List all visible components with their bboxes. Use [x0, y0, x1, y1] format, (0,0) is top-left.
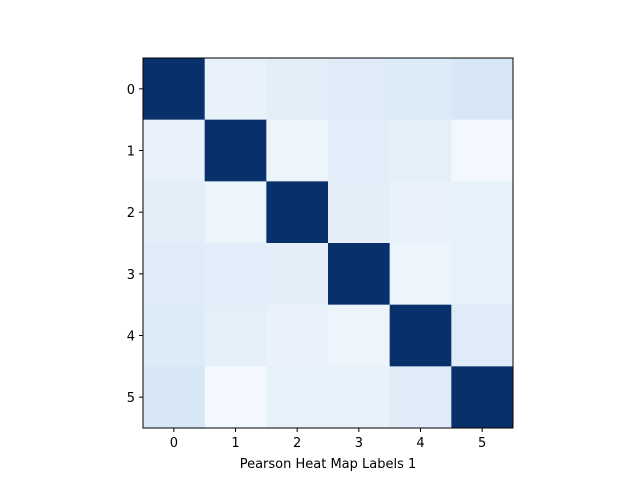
heatmap-cell-5-4 — [389, 366, 452, 429]
heatmap-cell-4-3 — [328, 304, 391, 367]
heatmap-cell-3-3 — [328, 243, 391, 306]
y-tick-label-0: 0 — [127, 83, 135, 98]
x-tick-label-4: 4 — [416, 436, 424, 451]
heatmap-cell-5-0 — [143, 366, 206, 429]
heatmap-cell-1-2 — [266, 119, 329, 182]
heatmap-cell-5-2 — [266, 366, 329, 429]
y-tick-label-1: 1 — [127, 145, 135, 160]
y-ticks: 0 1 2 3 4 5 — [127, 83, 143, 406]
x-tick-label-0: 0 — [170, 436, 178, 451]
heatmap-cell-3-2 — [266, 243, 329, 306]
heatmap-cell-4-4 — [389, 304, 452, 367]
x-ticks: 0 1 2 3 4 5 — [170, 428, 486, 451]
heatmap-cells — [143, 58, 514, 429]
heatmap-cell-4-5 — [451, 304, 514, 367]
heatmap-cell-2-5 — [451, 181, 514, 244]
heatmap-cell-3-1 — [204, 243, 267, 306]
heatmap-cell-1-5 — [451, 119, 514, 182]
heatmap-cell-2-3 — [328, 181, 391, 244]
y-tick-label-5: 5 — [127, 391, 135, 406]
heatmap-cell-5-3 — [328, 366, 391, 429]
y-tick-label-3: 3 — [127, 268, 135, 283]
axes-frame — [142, 57, 514, 429]
heatmap-cell-1-3 — [328, 119, 391, 182]
heatmap-cell-4-0 — [143, 304, 206, 367]
heatmap-cell-5-1 — [204, 366, 267, 429]
heatmap-cell-2-0 — [143, 181, 206, 244]
heatmap-cell-3-5 — [451, 243, 514, 306]
heatmap-cell-5-5 — [451, 366, 514, 429]
x-tick-label-2: 2 — [293, 436, 301, 451]
x-tick-label-3: 3 — [355, 436, 363, 451]
heatmap-cell-2-1 — [204, 181, 267, 244]
heatmap-cell-1-4 — [389, 119, 452, 182]
y-tick-label-4: 4 — [127, 330, 135, 345]
heatmap-cell-0-5 — [451, 58, 514, 121]
x-tick-label-1: 1 — [231, 436, 239, 451]
heatmap-cell-2-4 — [389, 181, 452, 244]
heatmap-cell-0-3 — [328, 58, 391, 121]
y-tick-label-2: 2 — [127, 206, 135, 221]
heatmap-cell-4-2 — [266, 304, 329, 367]
heatmap-cell-3-4 — [389, 243, 452, 306]
heatmap-cell-0-0 — [143, 58, 206, 121]
heatmap-cell-1-0 — [143, 119, 206, 182]
x-tick-label-5: 5 — [478, 436, 486, 451]
heatmap-cell-0-1 — [204, 58, 267, 121]
x-axis-label: Pearson Heat Map Labels 1 — [240, 457, 417, 472]
heatmap-cell-1-1 — [204, 119, 267, 182]
heatmap-cell-4-1 — [204, 304, 267, 367]
heatmap-cell-3-0 — [143, 243, 206, 306]
heatmap-cell-0-2 — [266, 58, 329, 121]
heatmap-cell-2-2 — [266, 181, 329, 244]
heatmap-cell-0-4 — [389, 58, 452, 121]
